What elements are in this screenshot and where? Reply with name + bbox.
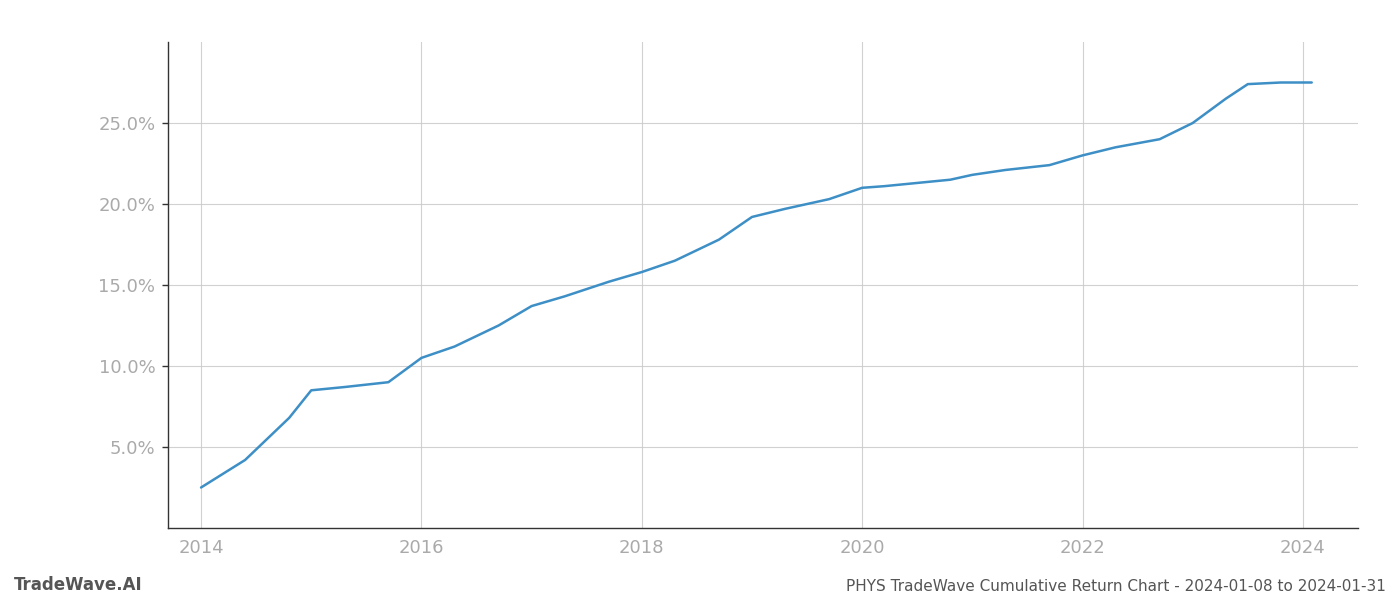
Text: TradeWave.AI: TradeWave.AI [14, 576, 143, 594]
Text: PHYS TradeWave Cumulative Return Chart - 2024-01-08 to 2024-01-31: PHYS TradeWave Cumulative Return Chart -… [846, 579, 1386, 594]
